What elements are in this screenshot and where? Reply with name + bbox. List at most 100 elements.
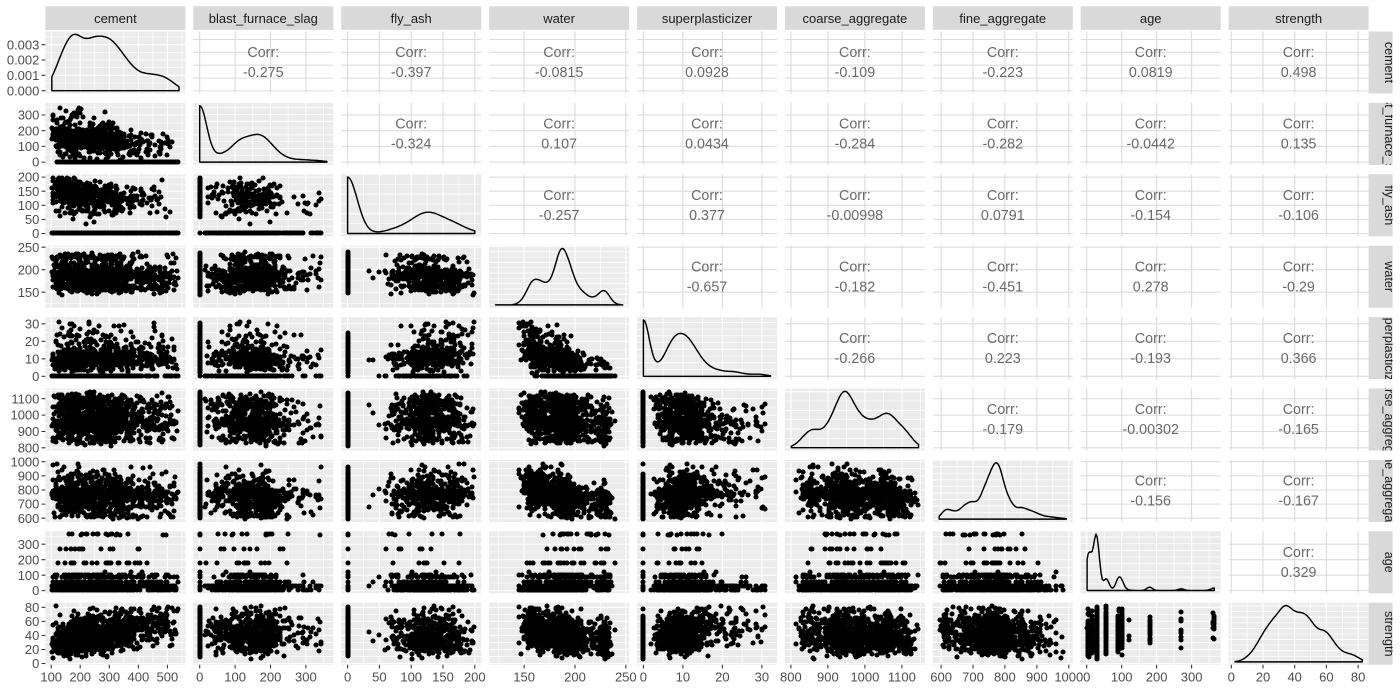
svg-text:100: 100 (40, 669, 62, 684)
svg-text:0.000: 0.000 (7, 83, 40, 98)
svg-text:0: 0 (1083, 669, 1090, 684)
svg-text:0: 0 (32, 226, 39, 241)
svg-text:coarse_aggregate: coarse_aggregate (802, 11, 907, 26)
svg-text:Corr:: Corr: (839, 188, 871, 204)
svg-text:-0.0815: -0.0815 (535, 65, 584, 81)
svg-text:40: 40 (25, 628, 39, 643)
svg-text:-0.275: -0.275 (243, 65, 284, 81)
svg-text:Corr:: Corr: (543, 188, 575, 204)
svg-text:600: 600 (930, 669, 952, 684)
svg-text:-0.167: -0.167 (1278, 494, 1319, 510)
svg-text:200: 200 (464, 669, 486, 684)
svg-text:0.278: 0.278 (1133, 279, 1169, 295)
svg-text:0: 0 (32, 583, 39, 598)
svg-text:150: 150 (513, 669, 535, 684)
svg-text:100: 100 (18, 139, 40, 154)
svg-text:20: 20 (715, 669, 729, 684)
svg-text:Corr:: Corr: (691, 45, 723, 61)
svg-text:900: 900 (18, 468, 40, 483)
svg-text:-0.00302: -0.00302 (1122, 422, 1178, 438)
svg-text:-0.106: -0.106 (1278, 208, 1319, 224)
svg-text:-0.179: -0.179 (983, 422, 1024, 438)
svg-text:80: 80 (25, 600, 39, 615)
svg-text:Corr:: Corr: (543, 45, 575, 61)
svg-text:Corr:: Corr: (1135, 188, 1167, 204)
svg-text:0.329: 0.329 (1281, 565, 1317, 581)
svg-text:Corr:: Corr: (395, 45, 427, 61)
svg-text:0.377: 0.377 (689, 208, 725, 224)
svg-text:300: 300 (98, 669, 120, 684)
svg-text:0: 0 (32, 155, 39, 170)
svg-text:water: water (542, 11, 575, 26)
svg-text:superplasticizer: superplasticizer (1382, 304, 1396, 392)
svg-text:0.107: 0.107 (541, 137, 577, 153)
svg-text:-0.451: -0.451 (983, 279, 1024, 295)
svg-text:0.0928: 0.0928 (685, 65, 729, 81)
svg-text:Corr:: Corr: (1135, 331, 1167, 347)
svg-text:Corr:: Corr: (395, 117, 427, 133)
svg-text:1000: 1000 (10, 454, 39, 469)
svg-text:900: 900 (18, 424, 40, 439)
svg-text:1100: 1100 (888, 669, 916, 684)
svg-text:800: 800 (780, 669, 802, 684)
svg-text:800: 800 (18, 440, 40, 455)
svg-text:age: age (1140, 11, 1162, 26)
svg-text:fly_ash: fly_ash (391, 11, 432, 26)
svg-text:0.0791: 0.0791 (981, 208, 1025, 224)
svg-text:700: 700 (18, 497, 40, 512)
svg-text:0.223: 0.223 (985, 351, 1021, 367)
svg-text:Corr:: Corr: (1283, 45, 1315, 61)
svg-text:-0.109: -0.109 (835, 65, 876, 81)
svg-text:900: 900 (817, 669, 839, 684)
svg-text:-0.182: -0.182 (835, 279, 876, 295)
svg-text:200: 200 (69, 669, 91, 684)
svg-text:fine_aggregate: fine_aggregate (1382, 449, 1396, 533)
svg-text:Corr:: Corr: (1283, 331, 1315, 347)
svg-text:700: 700 (962, 669, 984, 684)
svg-text:0.002: 0.002 (7, 53, 40, 68)
svg-text:1000: 1000 (850, 669, 879, 684)
svg-text:-0.165: -0.165 (1278, 422, 1319, 438)
svg-text:0.366: 0.366 (1281, 351, 1317, 367)
svg-text:Corr:: Corr: (839, 331, 871, 347)
svg-text:60: 60 (25, 614, 39, 629)
svg-text:Corr:: Corr: (691, 259, 723, 275)
svg-text:500: 500 (157, 669, 179, 684)
svg-text:250: 250 (615, 669, 637, 684)
svg-text:Corr:: Corr: (987, 188, 1019, 204)
svg-text:100: 100 (400, 669, 422, 684)
svg-text:300: 300 (295, 669, 317, 684)
svg-text:-0.266: -0.266 (835, 351, 876, 367)
svg-text:30: 30 (25, 316, 39, 331)
svg-text:0: 0 (32, 656, 39, 671)
svg-text:fine_aggregate: fine_aggregate (959, 11, 1046, 26)
svg-text:1100: 1100 (11, 391, 39, 406)
svg-text:250: 250 (18, 240, 40, 255)
svg-text:0: 0 (1228, 669, 1235, 684)
svg-text:Corr:: Corr: (1135, 259, 1167, 275)
svg-text:Corr:: Corr: (1135, 474, 1167, 490)
svg-text:30: 30 (755, 669, 769, 684)
svg-text:80: 80 (1351, 669, 1365, 684)
svg-text:Corr:: Corr: (1283, 117, 1315, 133)
svg-text:Corr:: Corr: (987, 117, 1019, 133)
svg-text:150: 150 (18, 184, 40, 199)
svg-text:1000: 1000 (1054, 669, 1083, 684)
svg-text:20: 20 (25, 642, 39, 657)
svg-text:Corr:: Corr: (839, 45, 871, 61)
svg-text:fly_ash: fly_ash (1382, 185, 1396, 225)
svg-text:100: 100 (18, 198, 40, 213)
svg-text:Corr:: Corr: (691, 188, 723, 204)
svg-text:600: 600 (18, 511, 40, 526)
svg-text:10: 10 (25, 351, 39, 366)
svg-text:Corr:: Corr: (1135, 117, 1167, 133)
svg-text:0.0819: 0.0819 (1129, 65, 1173, 81)
svg-text:200: 200 (18, 123, 40, 138)
svg-text:150: 150 (18, 285, 40, 300)
svg-text:blast_furnace_slag: blast_furnace_slag (209, 11, 318, 26)
svg-text:100: 100 (18, 568, 40, 583)
svg-text:300: 300 (18, 537, 40, 552)
svg-text:Corr:: Corr: (691, 117, 723, 133)
svg-text:-0.29: -0.29 (1282, 279, 1315, 295)
svg-text:200: 200 (18, 170, 40, 185)
